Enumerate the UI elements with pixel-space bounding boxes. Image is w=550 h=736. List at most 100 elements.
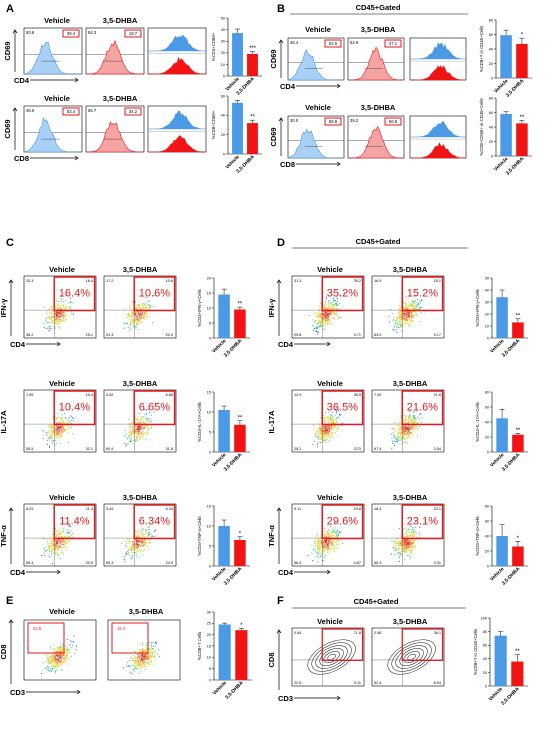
event-dot	[136, 554, 138, 556]
event-dot	[411, 433, 413, 435]
event-dot	[340, 414, 342, 416]
event-dot	[47, 538, 49, 540]
event-dot	[61, 414, 63, 416]
event-dot	[139, 437, 141, 439]
event-dot	[155, 535, 157, 537]
event-dot	[61, 541, 63, 543]
event-dot	[54, 429, 56, 431]
event-dot	[327, 435, 329, 437]
event-dot	[413, 546, 415, 548]
event-dot	[60, 311, 62, 313]
event-dot	[331, 428, 333, 430]
y-tick-label: 100	[481, 616, 487, 620]
event-dot	[137, 531, 139, 533]
event-dot	[136, 664, 138, 666]
event-dot	[320, 315, 322, 317]
event-dot	[59, 327, 61, 329]
event-dot	[326, 431, 329, 433]
event-dot	[316, 538, 319, 540]
event-dot	[409, 546, 411, 548]
event-dot	[141, 433, 144, 435]
event-dot	[147, 533, 149, 535]
quadrant-q1: 20.3	[26, 279, 33, 283]
event-dot	[413, 300, 415, 303]
event-dot	[319, 326, 321, 328]
event-dot	[146, 654, 148, 656]
event-dot	[146, 541, 148, 543]
event-dot	[399, 321, 401, 323]
event-dot	[51, 320, 53, 322]
event-dot	[317, 333, 319, 335]
event-dot	[336, 305, 339, 307]
event-dot	[330, 536, 332, 538]
event-dot	[320, 314, 322, 316]
event-dot	[407, 312, 409, 314]
event-dot	[395, 440, 397, 442]
event-dot	[315, 551, 317, 553]
event-dot	[128, 424, 130, 426]
event-dot	[397, 426, 399, 428]
histogram-plot: 52.9 47.1	[347, 37, 405, 81]
y-tick-label: 5	[209, 430, 211, 434]
event-dot	[311, 552, 313, 554]
event-dot	[131, 557, 133, 559]
event-dot	[328, 435, 330, 437]
event-dot	[402, 317, 404, 319]
event-dot	[316, 548, 318, 550]
event-dot	[402, 303, 405, 305]
event-dot	[319, 536, 321, 539]
event-dot	[404, 425, 406, 428]
event-dot	[133, 320, 135, 322]
event-dot	[57, 431, 60, 433]
y-tick-label: 80	[485, 390, 489, 394]
event-dot	[326, 416, 329, 418]
event-dot	[318, 305, 320, 308]
event-dot	[323, 549, 325, 551]
event-dot	[411, 534, 413, 536]
event-dot	[314, 547, 316, 549]
gate-value: 18.4	[117, 626, 126, 631]
event-dot	[55, 436, 57, 438]
event-dot	[405, 428, 407, 430]
event-dot	[404, 317, 406, 319]
event-dot	[147, 661, 150, 663]
event-dot	[322, 318, 324, 320]
event-dot	[132, 431, 134, 433]
event-dot	[66, 528, 68, 531]
event-dot	[406, 419, 408, 421]
event-dot	[139, 556, 141, 558]
event-dot	[132, 311, 134, 313]
event-dot	[51, 667, 54, 669]
event-dot	[333, 307, 335, 309]
event-dot	[64, 541, 66, 543]
event-dot	[61, 657, 63, 659]
event-dot	[138, 433, 140, 435]
event-dot	[58, 301, 60, 303]
header-cd45-gated: CD45+Gated	[356, 237, 401, 246]
event-dot	[52, 648, 54, 650]
event-dot	[145, 304, 148, 306]
event-dot	[136, 418, 138, 420]
event-dot	[134, 543, 136, 545]
y-tick-label: 60	[221, 94, 225, 98]
event-dot	[144, 304, 147, 306]
event-dot	[404, 547, 406, 550]
bar-dhba	[512, 322, 524, 338]
event-dot	[334, 312, 336, 314]
event-dot	[338, 416, 340, 418]
event-dot	[45, 660, 47, 662]
event-dot	[403, 439, 405, 441]
gate-value-right: 47.1	[389, 41, 398, 46]
event-dot	[134, 426, 136, 428]
event-dot	[60, 321, 62, 323]
event-dot	[53, 311, 55, 313]
event-dot	[147, 663, 149, 665]
event-dot	[59, 312, 61, 314]
bar-dhba	[235, 630, 248, 680]
event-dot	[332, 542, 334, 544]
event-dot	[333, 305, 335, 307]
event-dot	[64, 651, 66, 653]
event-dot	[398, 314, 401, 316]
event-dot	[134, 671, 136, 673]
